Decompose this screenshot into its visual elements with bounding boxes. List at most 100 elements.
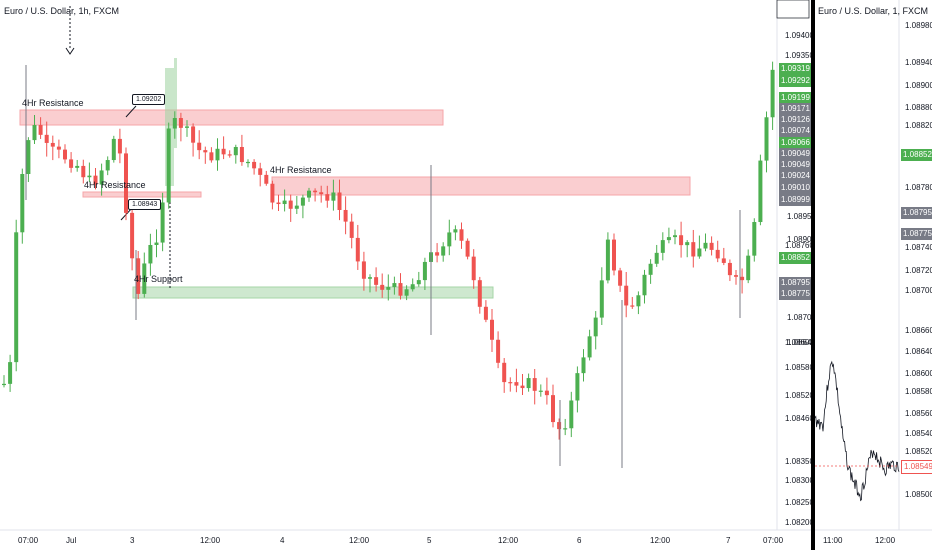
candle-body — [483, 306, 488, 320]
candle-body — [264, 174, 269, 184]
candle-body — [526, 378, 531, 389]
candle-body — [343, 209, 348, 222]
time-tick: 4 — [280, 536, 285, 545]
candle-body — [93, 175, 98, 185]
candle-body — [715, 249, 720, 259]
secondary-chart-pane[interactable]: Euro / U.S. Dollar, 1, FXCM 1.08980 1.089… — [815, 0, 932, 550]
candle-body — [319, 192, 324, 195]
time-tick: 12:00 — [875, 536, 896, 545]
zone-label: 4Hr Support — [134, 274, 183, 284]
price-tick: 1.08820 — [905, 121, 932, 130]
candle-body — [660, 240, 665, 253]
chart-title: Euro / U.S. Dollar, 1h, FXCM — [4, 6, 120, 16]
price-tag: 1.09292 — [779, 75, 812, 87]
candlestick-chart[interactable] — [0, 0, 812, 550]
time-tick: 12:00 — [498, 536, 519, 545]
main-chart-pane[interactable]: Euro / U.S. Dollar, 1h, FXCM 1.09400 1.09… — [0, 0, 812, 550]
candle-body — [99, 170, 104, 185]
candle-body — [203, 150, 208, 153]
candle-body — [154, 242, 159, 245]
price-tag: 1.09010 — [779, 182, 812, 194]
candle-body — [56, 146, 61, 150]
pane-divider[interactable] — [811, 0, 815, 550]
arrow-icon — [65, 47, 75, 55]
time-tick: 7 — [726, 536, 731, 545]
candle-body — [392, 283, 397, 288]
candle-body — [502, 362, 507, 383]
price-tag: 1.09049 — [779, 159, 812, 171]
candle-body — [337, 192, 342, 210]
candle-body — [349, 221, 354, 238]
candle-body — [514, 382, 519, 386]
candle-body — [636, 295, 641, 307]
candle-body — [386, 287, 391, 290]
candle-body — [87, 175, 92, 178]
price-tick: 1.08250 — [785, 498, 812, 507]
candle-body — [227, 154, 232, 156]
price-tick: 1.08600 — [785, 338, 812, 347]
candle-body — [685, 242, 690, 246]
candle-body — [490, 319, 494, 340]
candle-body — [752, 222, 757, 256]
candle-body — [361, 261, 366, 279]
candle-body — [26, 140, 31, 175]
price-tick: 1.08520 — [785, 391, 812, 400]
candle-body — [331, 192, 336, 201]
candle-body — [496, 339, 501, 363]
candle-body — [453, 229, 458, 233]
candle-body — [471, 256, 476, 281]
price-tag: 1.08950 — [787, 212, 812, 221]
price-tick: 1.08300 — [785, 476, 812, 485]
candle-body — [551, 395, 555, 423]
candle-body — [410, 284, 415, 290]
candle-body — [178, 118, 183, 128]
candle-body — [294, 205, 299, 209]
price-tick: 1.08500 — [905, 490, 932, 499]
candle-body — [764, 117, 769, 161]
price-tick: 1.08740 — [905, 243, 932, 252]
time-tick: 07:00 — [763, 536, 784, 545]
price-tick: 1.08940 — [905, 58, 932, 67]
chart-title: Euro / U.S. Dollar, 1, FXCM — [818, 6, 929, 16]
candle-body — [587, 336, 592, 358]
time-tick: 07:00 — [18, 536, 39, 545]
price-tag: 1.08900 — [787, 235, 812, 244]
price-tick: 1.08720 — [905, 266, 932, 275]
price-tick: 1.08760 — [785, 241, 812, 250]
candle-body — [703, 242, 708, 249]
axis-box — [776, 0, 810, 19]
price-tag: 1.08775 — [779, 288, 812, 300]
zone-label: 4Hr Resistance — [84, 180, 146, 190]
price-tick: 1.08460 — [785, 414, 812, 423]
price-tag: 1.08852 — [901, 149, 932, 161]
time-tick: 5 — [427, 536, 432, 545]
time-tick: 11:00 — [823, 536, 843, 545]
candle-body — [569, 400, 574, 429]
price-callout: 1.09202 — [132, 94, 166, 105]
price-tag: 1.09171 — [779, 103, 812, 115]
candle-body — [508, 382, 513, 384]
candle-body — [69, 159, 74, 168]
candle-body — [447, 232, 452, 247]
highlight-bar — [174, 58, 177, 148]
candle-body — [666, 237, 671, 241]
candle-body — [233, 146, 238, 156]
candle-body — [325, 194, 330, 201]
callout-pointer — [125, 105, 137, 118]
price-tag: 1.09199 — [779, 92, 812, 104]
candle-body — [654, 252, 659, 264]
candle-body — [624, 285, 629, 306]
price-tick: 1.09400 — [785, 31, 812, 40]
zone-label: 4Hr Resistance — [22, 98, 84, 108]
candle-body — [307, 190, 311, 198]
candle-body — [38, 125, 43, 135]
candle-body — [770, 69, 775, 118]
candle-body — [130, 212, 135, 259]
price-tag: 1.08795 — [779, 277, 812, 289]
candle-body — [368, 277, 372, 279]
time-tick: 12:00 — [349, 536, 370, 545]
candle-body — [50, 142, 55, 147]
candle-body — [727, 262, 732, 276]
zone-label: 4Hr Resistance — [270, 165, 332, 175]
line-chart[interactable] — [815, 0, 932, 550]
